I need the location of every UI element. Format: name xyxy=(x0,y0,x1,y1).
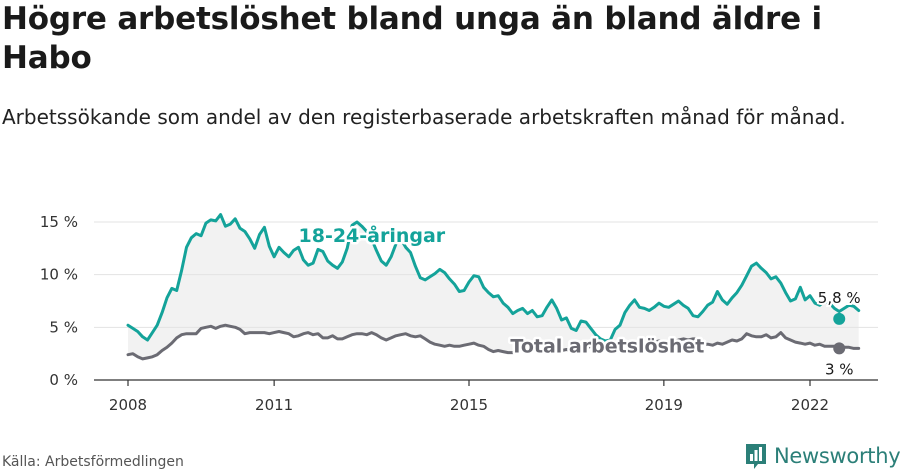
y-tick-label: 0 % xyxy=(49,371,78,389)
bar-chart-logo-icon xyxy=(746,444,766,469)
page-subtitle: Arbetssökande som andel av den registerb… xyxy=(2,105,846,129)
series-line-1 xyxy=(126,323,861,361)
x-tick-label: 2019 xyxy=(645,396,683,414)
series-end-point-1 xyxy=(833,342,846,355)
x-tick-label: 2022 xyxy=(791,396,829,414)
y-tick-label: 10 % xyxy=(40,266,78,284)
x-tick-label: 2011 xyxy=(255,396,293,414)
source-note: Källa: Arbetsförmedlingen xyxy=(2,454,184,470)
range-band xyxy=(128,214,859,359)
axis-layer: 0 % 5 % 10 % 15 % 2008 2011 2015 2019 2022 xyxy=(40,213,878,414)
y-tick-label: 15 % xyxy=(40,213,78,231)
y-tick-label: 5 % xyxy=(49,318,78,336)
x-tick-label: 2008 xyxy=(109,396,147,414)
label-layer: 18-24-åringar Total arbetslöshet 5,8 % 3 % xyxy=(296,221,863,381)
x-tick-label: 2015 xyxy=(450,396,488,414)
page-title: Högre arbetslöshet bland unga än bland ä… xyxy=(2,1,822,76)
brand-name: Newsworthy xyxy=(774,444,900,468)
range-band-layer xyxy=(128,214,859,359)
brand-logo: Newsworthy xyxy=(744,441,900,471)
series-line-layer xyxy=(126,213,861,361)
series-name-label: 18-24-åringar xyxy=(299,223,446,247)
series-line-0 xyxy=(126,213,861,343)
series-end-point-0 xyxy=(833,312,846,325)
series-end-label: 5,8 % xyxy=(818,289,861,307)
series-end-label: 3 % xyxy=(825,360,854,378)
series-name-label: Total arbetslöshet xyxy=(510,336,704,358)
